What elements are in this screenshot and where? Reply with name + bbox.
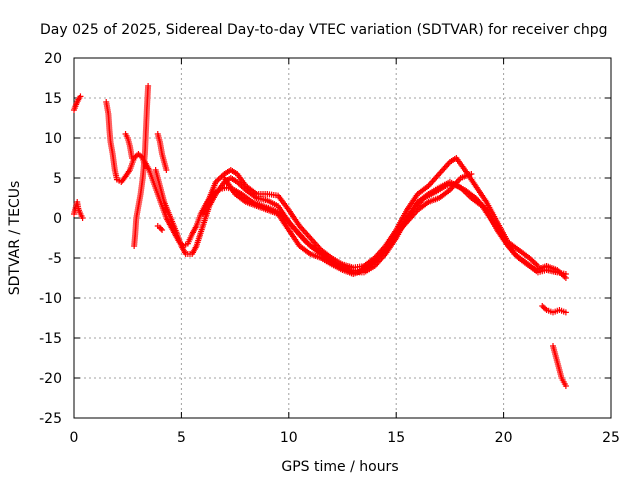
y-tick-label: -15 [39, 331, 62, 347]
x-tick-label: 10 [280, 430, 298, 446]
y-tick-label: -5 [48, 251, 62, 267]
data-point [159, 227, 166, 233]
x-tick-label: 0 [70, 430, 79, 446]
data-point [128, 155, 135, 161]
series-track-j [154, 131, 170, 173]
chart-title: Day 025 of 2025, Sidereal Day-to-day VTE… [40, 22, 608, 38]
x-tick-label: 15 [387, 430, 405, 446]
data-series [71, 83, 569, 389]
x-tick-label: 5 [177, 430, 186, 446]
data-point [468, 171, 475, 177]
data-point [562, 309, 569, 316]
grid-lines [74, 58, 611, 418]
series-track-i [221, 171, 475, 277]
y-tick-label: -20 [39, 371, 62, 387]
series-track-e [131, 83, 152, 249]
data-point [157, 225, 164, 232]
data-point [79, 215, 86, 221]
y-tick-label: 5 [53, 171, 62, 187]
series-track-c [103, 99, 148, 185]
x-tick-label: 20 [495, 430, 513, 446]
y-tick-label: 0 [53, 211, 62, 227]
series-track-k [154, 223, 166, 233]
y-tick-label: -10 [39, 291, 62, 307]
y-axis: -25 -20 -15 -10 -5 0 5 10 15 20 [39, 51, 611, 427]
plot-frame [73, 57, 612, 419]
data-point [163, 167, 170, 173]
data-point [534, 263, 541, 269]
x-axis-title: GPS time / hours [281, 459, 398, 475]
data-point [145, 83, 152, 89]
series-track-d [122, 131, 135, 161]
y-tick-label: -25 [39, 411, 62, 427]
series-track-a [71, 93, 84, 113]
series-track-b [71, 199, 86, 221]
y-tick-label: 10 [44, 131, 62, 147]
data-point [77, 93, 84, 100]
x-axis: 0 5 10 15 20 25 [70, 58, 620, 446]
series-track-l [539, 303, 569, 316]
x-tick-label: 25 [602, 430, 620, 446]
series-track-h [199, 155, 541, 271]
y-tick-label: 15 [44, 91, 62, 107]
data-point [562, 275, 569, 281]
series-track-m [550, 343, 569, 389]
data-point [562, 383, 569, 389]
y-tick-label: 20 [44, 51, 62, 67]
y-axis-title: SDTVAR / TECUs [7, 181, 23, 296]
